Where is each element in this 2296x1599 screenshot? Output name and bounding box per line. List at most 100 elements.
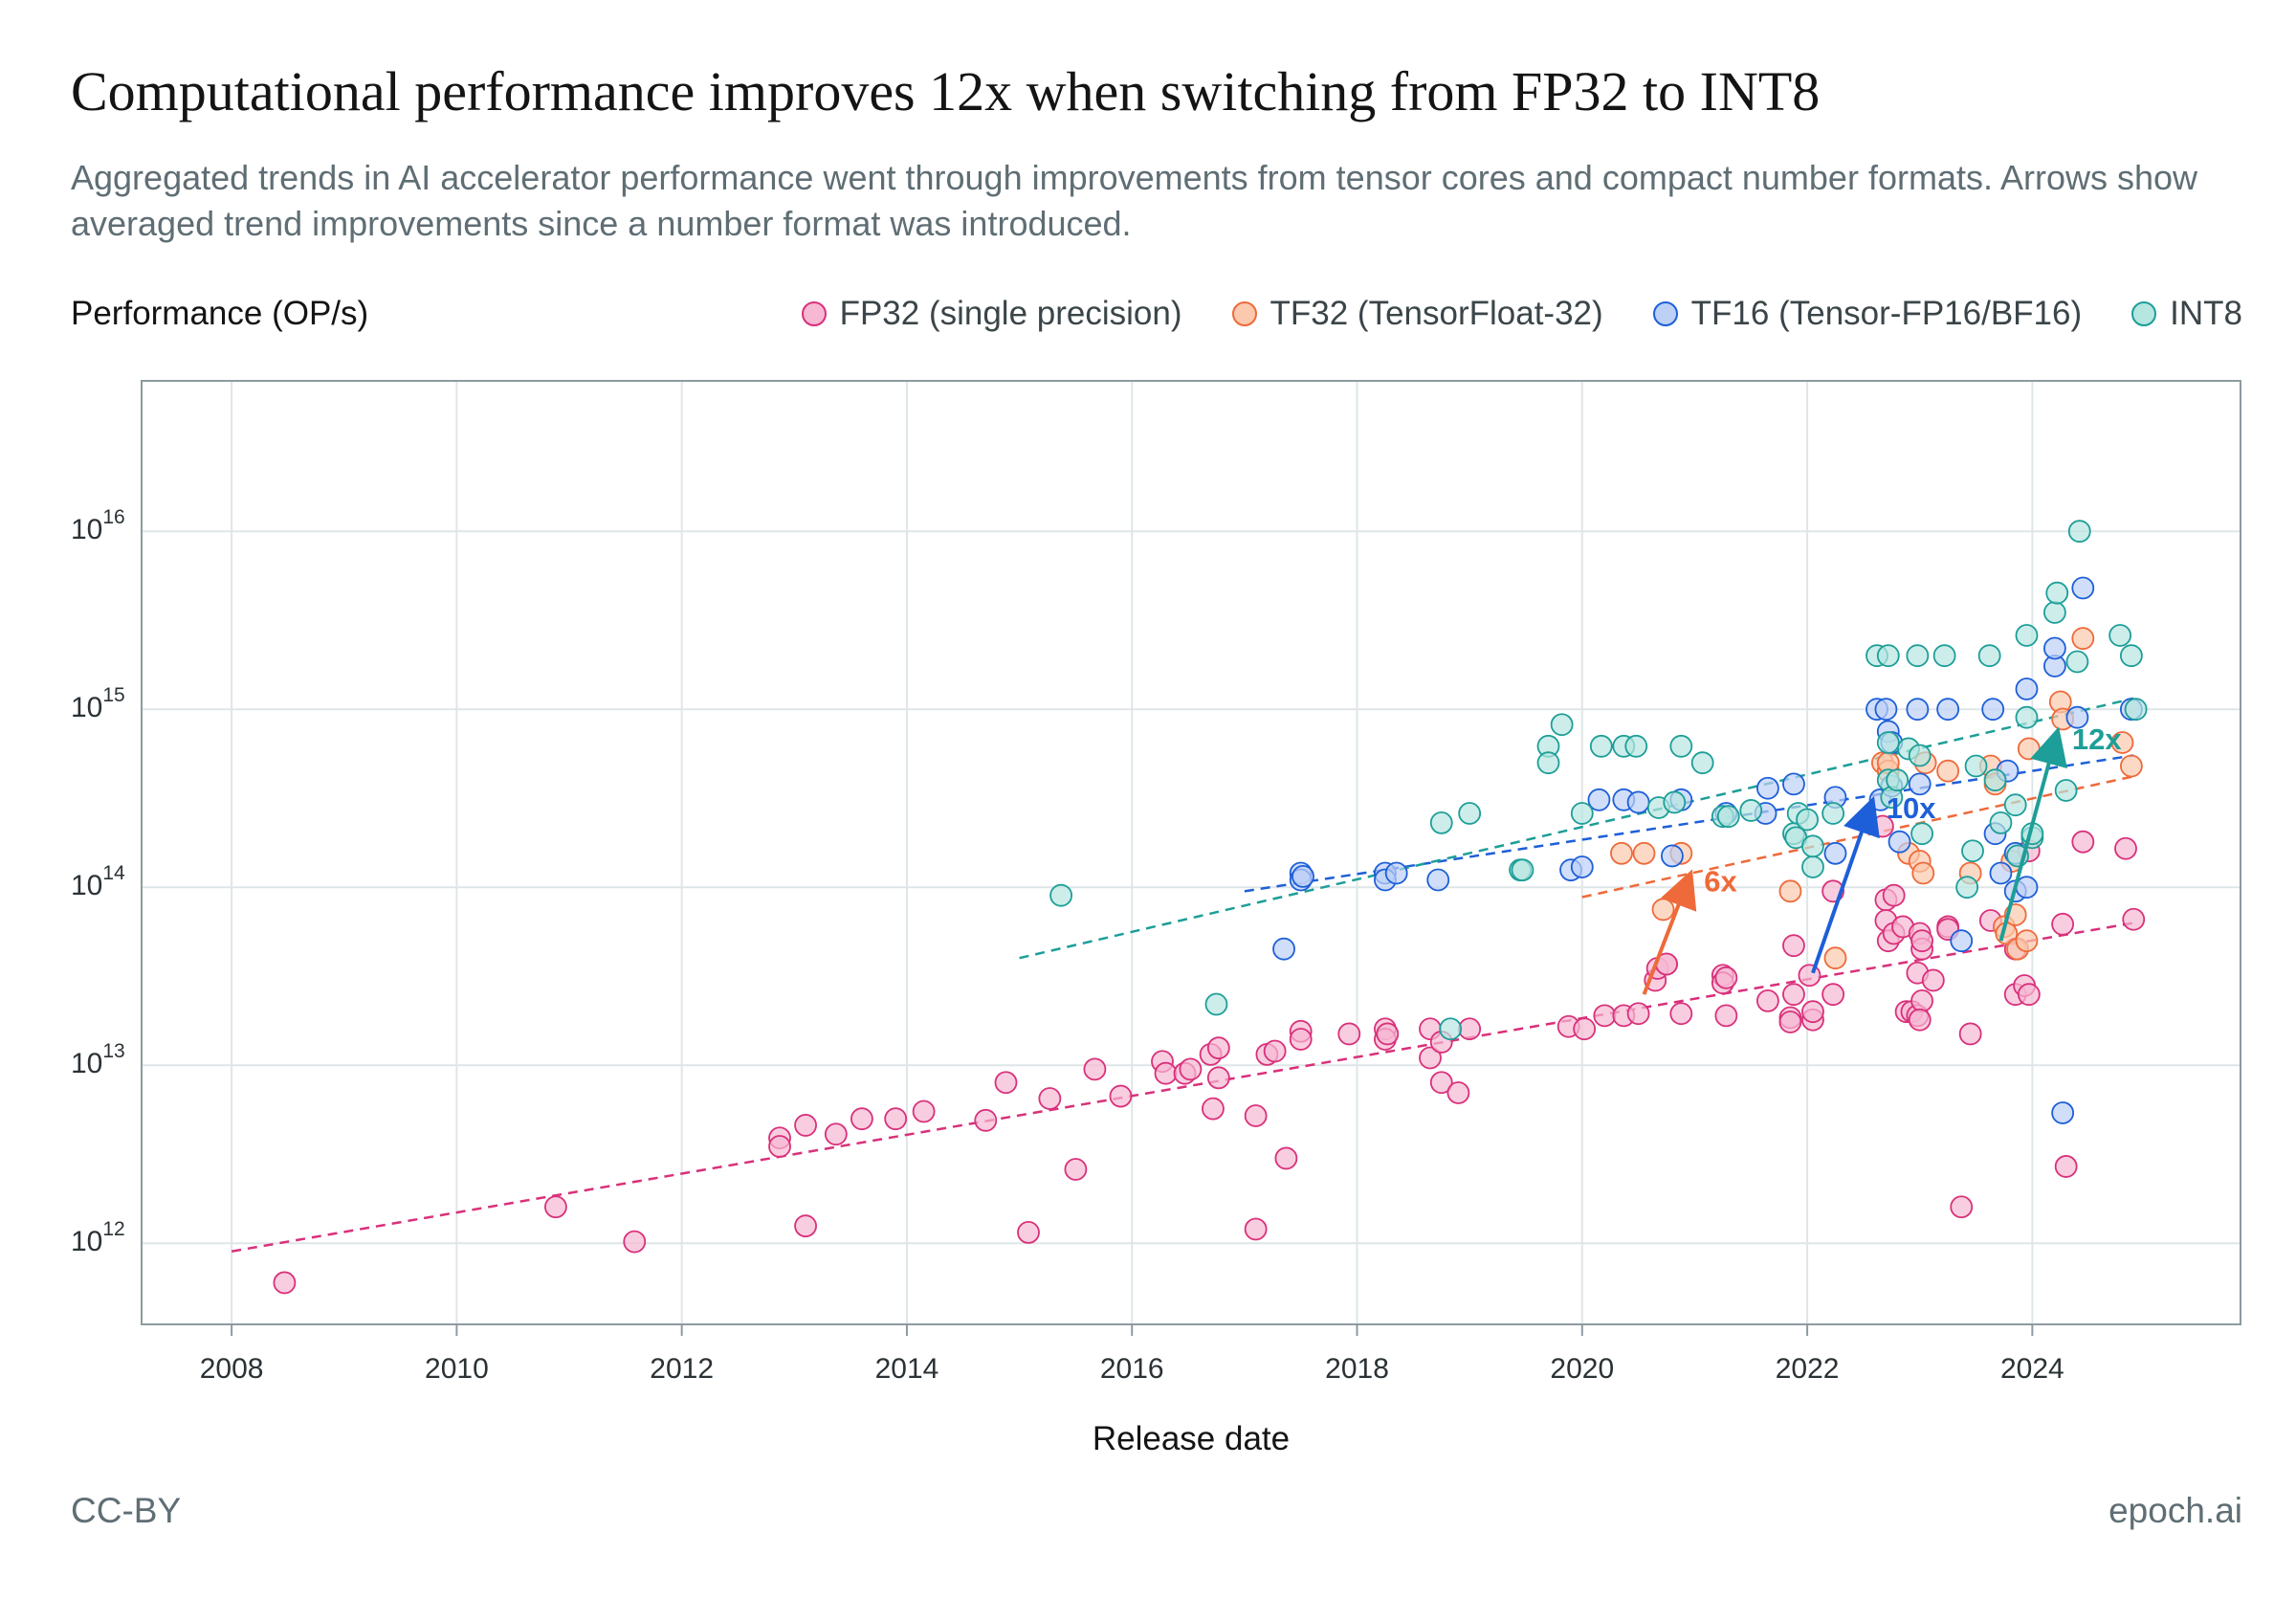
x-tick-label: 2016 xyxy=(1100,1353,1164,1385)
data-point xyxy=(1910,822,1933,846)
data-point xyxy=(1778,1010,1802,1033)
data-point xyxy=(2015,929,2039,953)
data-point xyxy=(1017,1221,1040,1244)
data-point xyxy=(1593,1004,1617,1028)
legend-item-int8[interactable]: INT8 xyxy=(2131,295,2242,333)
data-point xyxy=(2051,1101,2075,1124)
legend-item-tf16[interactable]: TF16 (Tensor-FP16/BF16) xyxy=(1652,295,2082,333)
data-point xyxy=(1064,1158,1088,1181)
data-point xyxy=(1570,802,1594,825)
y-axis-label: Performance (OP/s) xyxy=(71,295,369,332)
data-point xyxy=(1690,751,1714,775)
legend-label-int8: INT8 xyxy=(2170,295,2242,332)
data-point xyxy=(1429,811,1453,834)
data-point xyxy=(2015,705,2039,729)
data-point xyxy=(1289,1028,1313,1051)
trend-lines xyxy=(231,697,2134,1253)
data-point xyxy=(850,1107,873,1131)
data-point xyxy=(2108,624,2132,647)
legend-item-fp32[interactable]: FP32 (single precision) xyxy=(801,295,1182,333)
data-point xyxy=(1244,1217,1268,1241)
data-point xyxy=(1739,799,1763,822)
data-point xyxy=(2065,650,2089,674)
legend-swatch-fp32 xyxy=(801,301,827,326)
data-point xyxy=(2015,624,2039,647)
legend-swatch-tf32 xyxy=(1231,301,1257,326)
data-point xyxy=(1429,1071,1453,1095)
trend-arrow-label-3: 12x xyxy=(2072,722,2122,756)
data-point xyxy=(1446,1081,1470,1104)
data-point xyxy=(2065,705,2089,729)
data-point xyxy=(1958,1022,1982,1046)
data-point xyxy=(1821,983,1845,1007)
data-point xyxy=(1661,844,1684,868)
trend-arrows: 6x 10x 12x xyxy=(1642,722,2122,995)
data-point xyxy=(1669,1002,1693,1026)
data-point xyxy=(794,1114,817,1137)
data-point xyxy=(1921,968,1945,992)
data-point xyxy=(1882,883,1906,907)
data-point xyxy=(2003,793,2027,817)
data-point xyxy=(1426,868,1450,892)
data-point xyxy=(1587,788,1611,811)
data-point xyxy=(1573,1017,1597,1041)
data-point xyxy=(1038,1087,1062,1110)
chart-title: Computational performance improves 12x w… xyxy=(71,60,1821,122)
data-point xyxy=(1910,929,1933,953)
data-point xyxy=(2122,907,2146,931)
trend-arrow-3 xyxy=(1998,726,2067,942)
data-point xyxy=(1908,772,1932,796)
data-point xyxy=(1439,1017,1463,1041)
data-point xyxy=(2071,576,2095,600)
x-tick-label: 2010 xyxy=(425,1353,489,1385)
x-tick-label: 2020 xyxy=(1550,1353,1614,1385)
data-point xyxy=(1274,1146,1298,1170)
data-point xyxy=(2110,731,2134,754)
data-point xyxy=(1989,811,2013,834)
brand-label[interactable]: epoch.ai xyxy=(2108,1491,2242,1530)
data-point xyxy=(1821,802,1845,825)
data-point xyxy=(1663,790,1687,814)
data-point xyxy=(1179,1057,1203,1081)
data-point xyxy=(884,1107,908,1131)
data-point xyxy=(2045,581,2069,605)
legend-item-tf32[interactable]: TF32 (TensorFloat-32) xyxy=(1231,295,1603,333)
data-point xyxy=(1669,734,1693,758)
plot-frame xyxy=(141,380,2241,1325)
data-point xyxy=(1632,841,1656,865)
data-point xyxy=(1109,1084,1133,1108)
data-point xyxy=(2042,601,2066,624)
data-point xyxy=(912,1099,936,1123)
data-point xyxy=(1589,734,1613,758)
y-tick-label: 1015 xyxy=(71,684,125,723)
data-point xyxy=(2017,983,2041,1007)
data-point xyxy=(1083,1057,1107,1081)
data-point xyxy=(1981,698,2005,722)
data-point xyxy=(2067,520,2091,544)
data-point xyxy=(1989,861,2013,885)
y-tick-label: 1013 xyxy=(71,1040,125,1079)
data-point xyxy=(1876,731,1900,754)
x-tick-label: 2008 xyxy=(200,1353,264,1385)
legend-label-fp32: FP32 (single precision) xyxy=(839,295,1182,332)
data-point xyxy=(1782,983,1805,1007)
data-point xyxy=(1796,808,1819,832)
data-point xyxy=(2042,636,2066,660)
data-point xyxy=(768,1135,791,1158)
data-point xyxy=(1910,989,1933,1012)
trend-arrow-label-1: 6x xyxy=(1704,864,1737,898)
grid-lines xyxy=(142,381,2241,1324)
y-axis-ticks: 1012 1013 1014 1015 1016 xyxy=(71,506,125,1257)
legend-label-tf32: TF32 (TensorFloat-32) xyxy=(1269,295,1603,332)
data-point xyxy=(1756,989,1779,1012)
data-point xyxy=(1458,802,1482,825)
data-point xyxy=(1964,754,1988,778)
data-point xyxy=(1244,1104,1268,1127)
trend-arrow-2 xyxy=(1811,795,1880,974)
data-point xyxy=(1550,713,1574,737)
trend-arrow-1 xyxy=(1642,869,1697,995)
data-point xyxy=(1801,1000,1824,1024)
data-point xyxy=(1714,966,1738,989)
data-point xyxy=(544,1195,567,1219)
trend-arrow-label-2: 10x xyxy=(1887,791,1936,825)
